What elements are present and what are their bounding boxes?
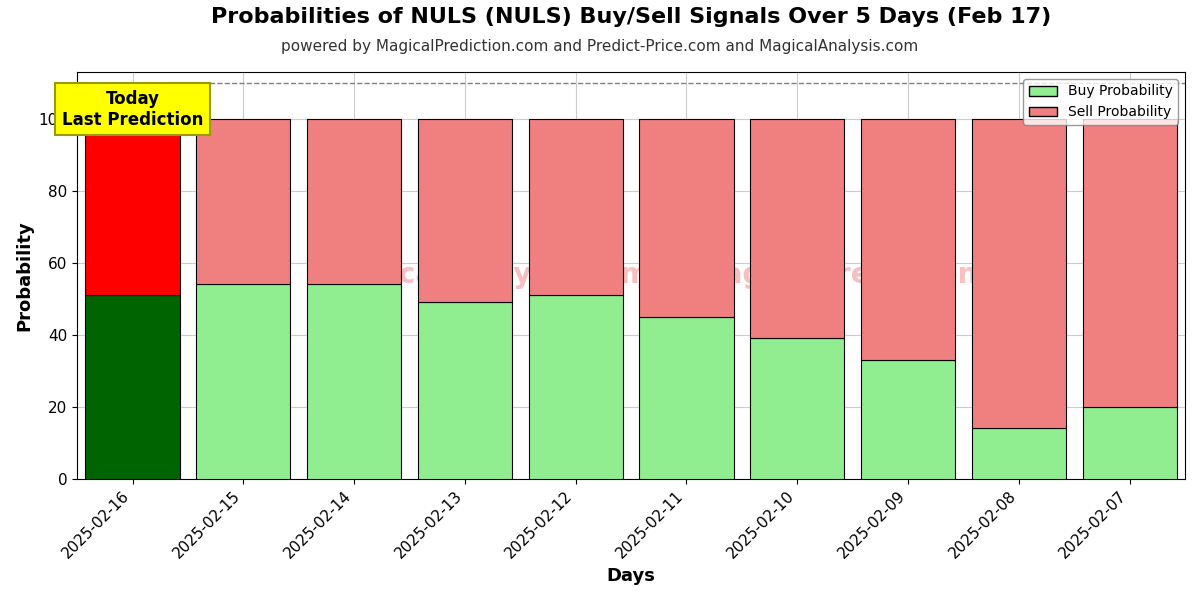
Bar <box>197 119 290 284</box>
Bar <box>1082 407 1177 479</box>
Bar <box>640 119 733 317</box>
Bar <box>418 119 512 302</box>
Bar <box>750 119 845 338</box>
Bar <box>972 119 1066 428</box>
Bar <box>1082 119 1177 407</box>
Bar <box>529 119 623 295</box>
Bar <box>529 295 623 479</box>
Bar <box>418 302 512 479</box>
Bar <box>972 428 1066 479</box>
Bar <box>85 295 180 479</box>
Bar <box>860 119 955 360</box>
X-axis label: Days: Days <box>607 567 655 585</box>
Bar <box>197 284 290 479</box>
Text: MagicalPrediction.com: MagicalPrediction.com <box>696 262 1054 289</box>
Bar <box>307 119 401 284</box>
Y-axis label: Probability: Probability <box>14 220 32 331</box>
Text: MagicalAnalysis.com: MagicalAnalysis.com <box>324 262 650 289</box>
Bar <box>85 119 180 295</box>
Legend: Buy Probability, Sell Probability: Buy Probability, Sell Probability <box>1024 79 1178 125</box>
Text: powered by MagicalPrediction.com and Predict-Price.com and MagicalAnalysis.com: powered by MagicalPrediction.com and Pre… <box>281 39 919 54</box>
Text: Today
Last Prediction: Today Last Prediction <box>62 90 203 129</box>
Bar <box>860 360 955 479</box>
Bar <box>750 338 845 479</box>
Title: Probabilities of NULS (NULS) Buy/Sell Signals Over 5 Days (Feb 17): Probabilities of NULS (NULS) Buy/Sell Si… <box>211 7 1051 28</box>
Bar <box>307 284 401 479</box>
Bar <box>640 317 733 479</box>
